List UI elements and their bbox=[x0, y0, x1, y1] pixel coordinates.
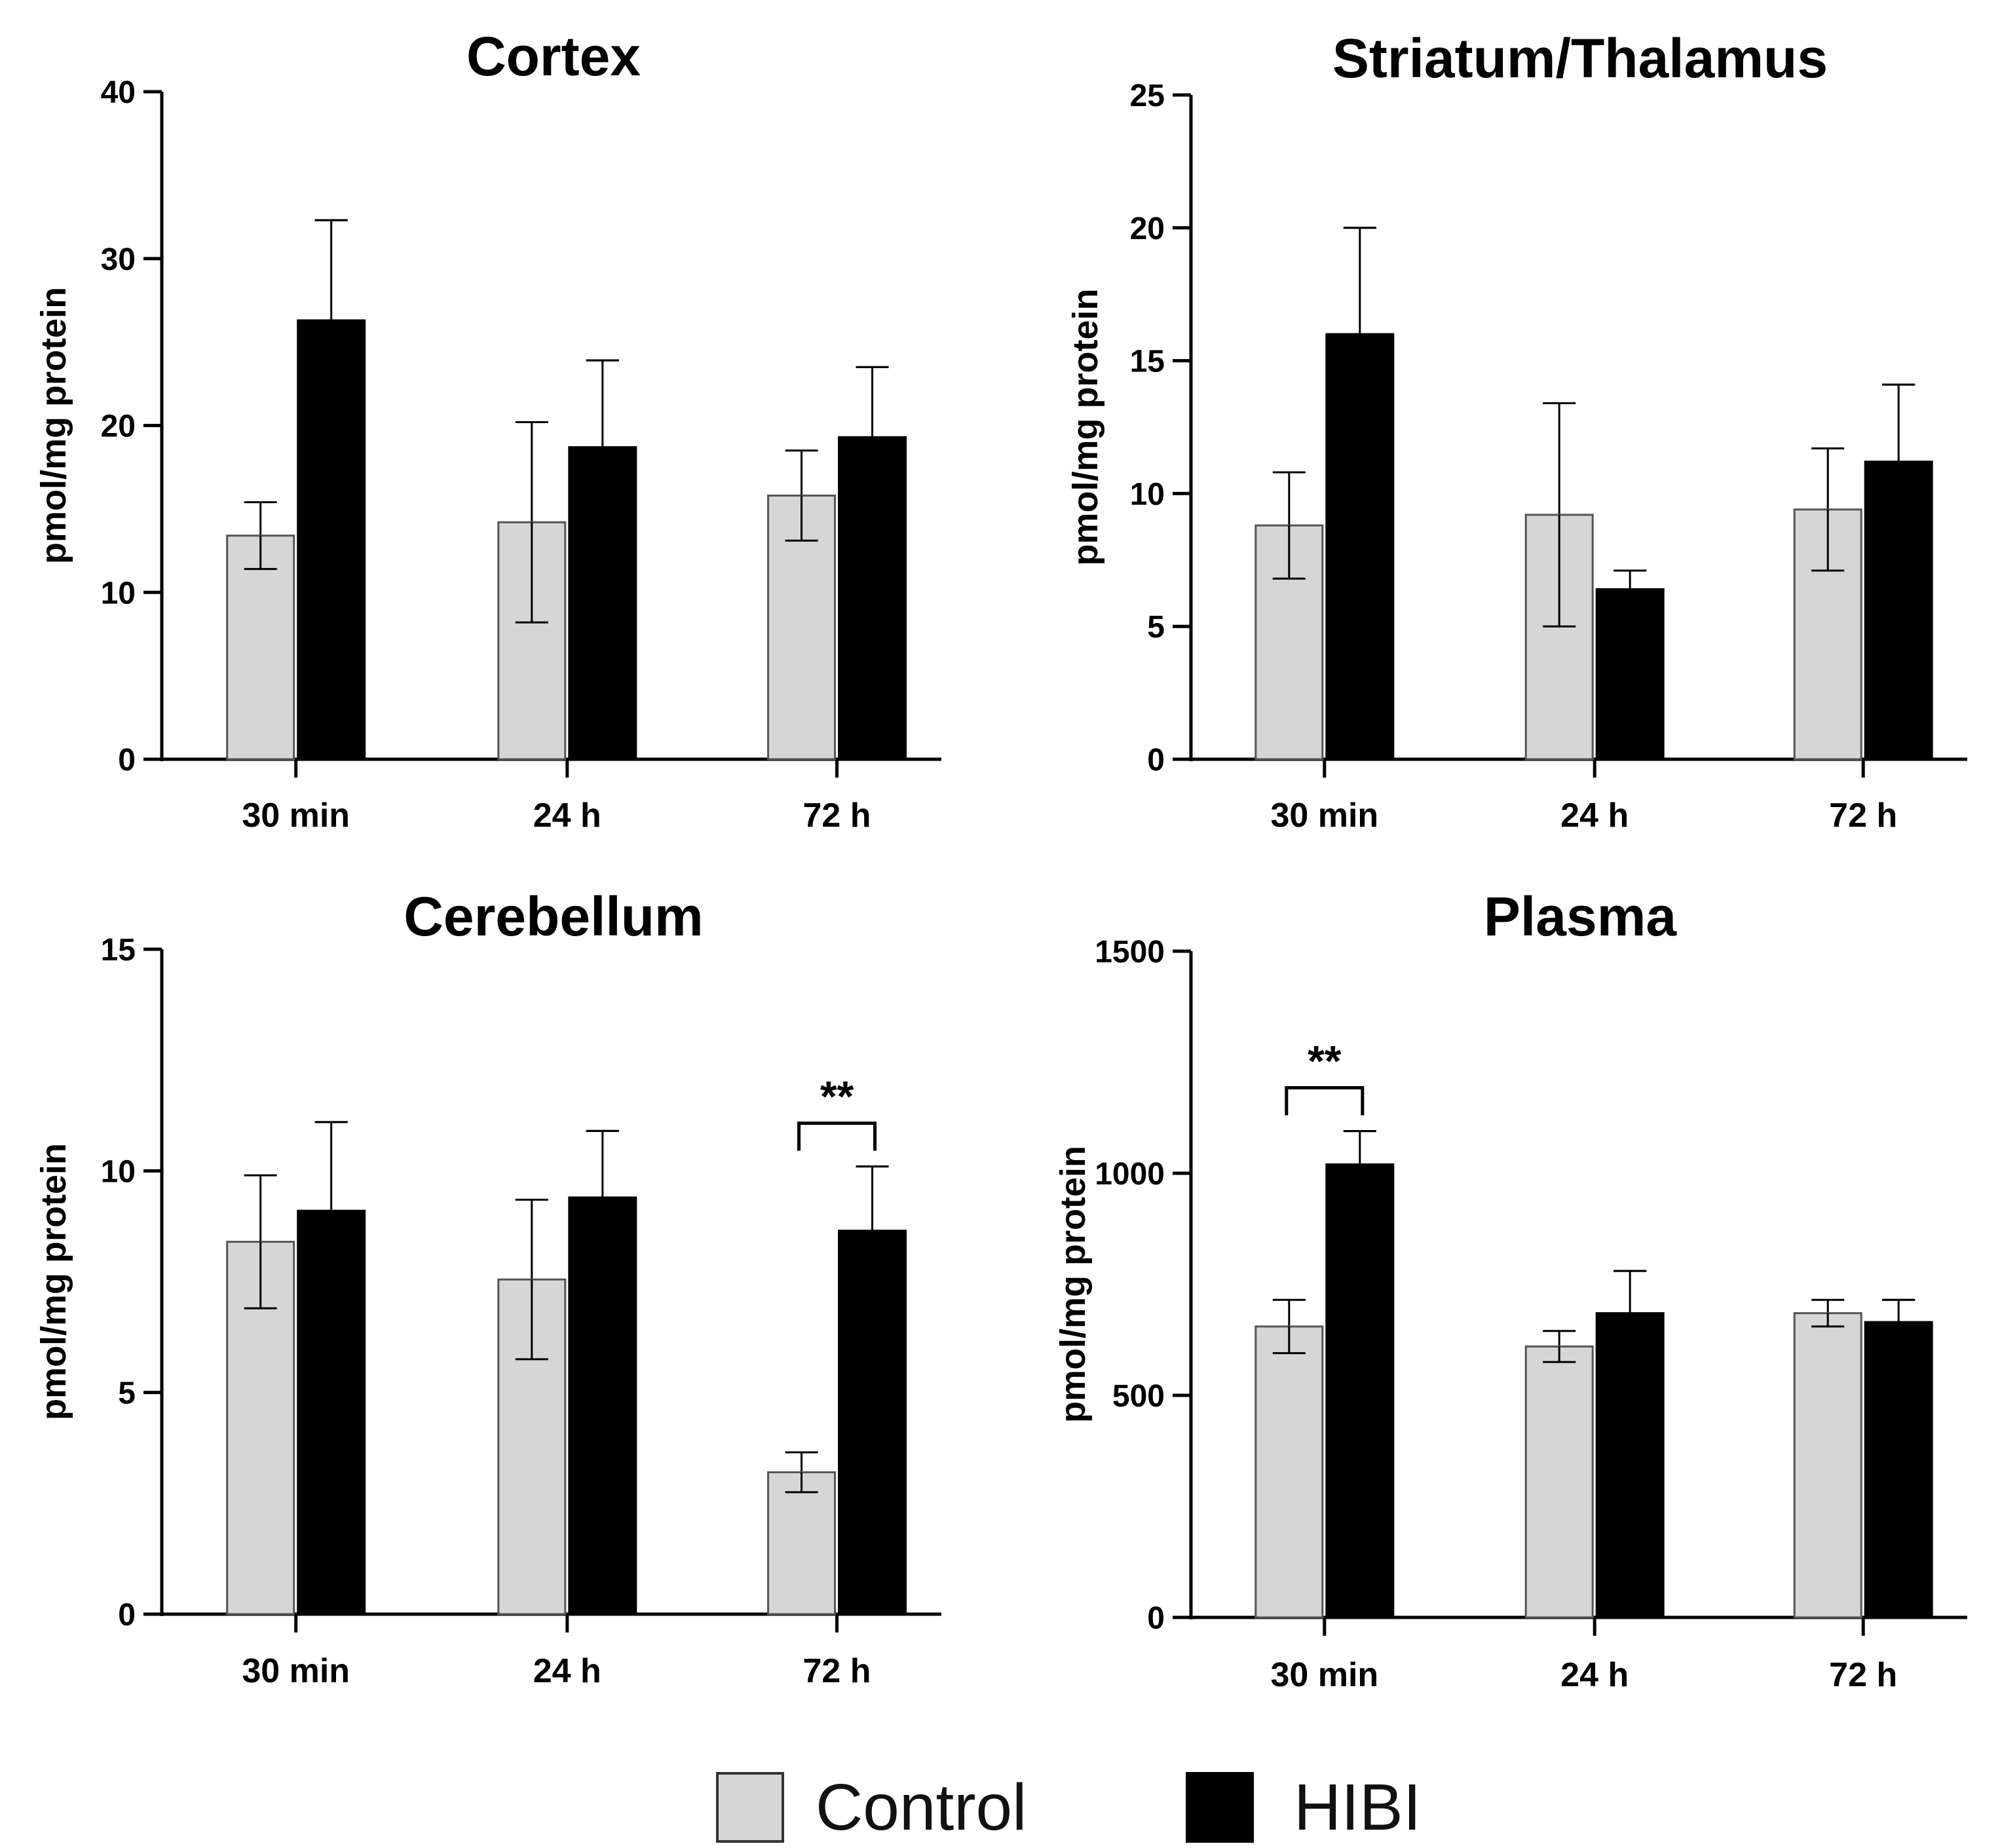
y-tick-label: 10 bbox=[101, 576, 136, 611]
y-tick-label: 0 bbox=[118, 1598, 136, 1632]
bar-hibi bbox=[297, 1209, 366, 1615]
y-tick-label: 40 bbox=[101, 75, 136, 110]
y-tick-label: 500 bbox=[1112, 1379, 1165, 1414]
y-axis-label: pmol/mg protein bbox=[1053, 1146, 1093, 1423]
chart-title: Cortex bbox=[466, 26, 641, 87]
chart-title: Plasma bbox=[1484, 886, 1677, 947]
chart-title: Striatum/Thalamus bbox=[1332, 28, 1828, 89]
y-tick-label: 15 bbox=[101, 933, 136, 968]
bar-control bbox=[767, 1471, 837, 1615]
y-tick-label: 5 bbox=[1147, 610, 1165, 645]
chart-panel-plasma: Plasma pmol/mg protein 0 500 1000 1500 30 min 2… bbox=[1053, 886, 1967, 1694]
significance-label: ** bbox=[820, 1072, 854, 1121]
y-axis-label: pmol/mg protein bbox=[1066, 289, 1105, 566]
x-tick-label: 30 min bbox=[242, 797, 350, 835]
y-tick-label: 25 bbox=[1130, 79, 1165, 113]
bar-hibi bbox=[1864, 1321, 1933, 1619]
x-tick-label: 72 h bbox=[803, 797, 871, 835]
legend-swatch-control bbox=[716, 1772, 784, 1843]
legend: Control HIBI bbox=[716, 1771, 1421, 1844]
bar-control bbox=[767, 494, 837, 761]
x-tick-label: 24 h bbox=[533, 797, 601, 835]
y-axis-label: pmol/mg protein bbox=[34, 1143, 73, 1420]
y-tick-label: 20 bbox=[1130, 212, 1165, 246]
bar-hibi bbox=[1325, 1163, 1395, 1619]
chart-title: Cerebellum bbox=[404, 886, 704, 947]
bar-hibi bbox=[1595, 1312, 1665, 1619]
x-tick-label: 30 min bbox=[1270, 1656, 1378, 1694]
bar-hibi bbox=[297, 319, 366, 761]
y-tick-label: 1500 bbox=[1095, 935, 1165, 970]
bar-hibi bbox=[838, 436, 907, 761]
x-tick-label: 24 h bbox=[533, 1652, 601, 1690]
y-tick-label: 15 bbox=[1130, 345, 1165, 379]
y-tick-label: 10 bbox=[101, 1154, 136, 1189]
bar-hibi bbox=[1864, 461, 1933, 761]
bar-hibi bbox=[838, 1230, 907, 1615]
y-tick-label: 10 bbox=[1130, 477, 1165, 512]
x-tick-label: 30 min bbox=[1270, 797, 1378, 835]
legend-label-hibi: HIBI bbox=[1294, 1771, 1421, 1844]
x-tick-label: 24 h bbox=[1560, 1656, 1629, 1694]
y-tick-label: 0 bbox=[1147, 1601, 1165, 1636]
legend-label-control: Control bbox=[816, 1771, 1027, 1844]
x-tick-label: 72 h bbox=[1829, 797, 1897, 835]
bar-hibi bbox=[568, 446, 637, 761]
bar-control bbox=[1793, 1312, 1862, 1619]
significance-bracket bbox=[797, 1122, 877, 1151]
y-tick-label: 30 bbox=[101, 242, 136, 277]
chart-panel-striatum-thalamus: Striatum/Thalamus pmol/mg protein 0 5 10 15 20… bbox=[1066, 28, 1967, 835]
y-tick-label: 0 bbox=[1147, 743, 1165, 778]
x-tick-label: 72 h bbox=[803, 1652, 871, 1690]
bar-hibi bbox=[1595, 588, 1665, 761]
chart-panel-cerebellum: Cerebellum pmol/mg protein 0 5 10 15 30 min 24 … bbox=[34, 886, 941, 1690]
bar-hibi bbox=[1325, 333, 1395, 761]
bar-hibi bbox=[568, 1196, 637, 1615]
bar-control bbox=[1255, 1325, 1324, 1619]
chart-panels: Cortex pmol/mg protein 0 10 20 30 40 30 min 24 h… bbox=[34, 26, 1967, 1694]
chart-panel-cortex: Cortex pmol/mg protein 0 10 20 30 40 30 min 24 h… bbox=[34, 26, 941, 835]
y-axis-label: pmol/mg protein bbox=[34, 287, 73, 564]
y-tick-label: 0 bbox=[118, 743, 136, 778]
y-tick-label: 5 bbox=[118, 1376, 136, 1411]
bar-control bbox=[1524, 1345, 1594, 1619]
significance-label: ** bbox=[1308, 1036, 1342, 1085]
significance-bracket bbox=[1285, 1085, 1365, 1116]
y-tick-label: 20 bbox=[101, 409, 136, 444]
x-tick-label: 30 min bbox=[242, 1652, 350, 1690]
legend-swatch-hibi bbox=[1186, 1772, 1254, 1843]
x-tick-label: 24 h bbox=[1560, 797, 1629, 835]
x-tick-label: 72 h bbox=[1829, 1656, 1897, 1694]
y-tick-label: 1000 bbox=[1095, 1157, 1165, 1192]
